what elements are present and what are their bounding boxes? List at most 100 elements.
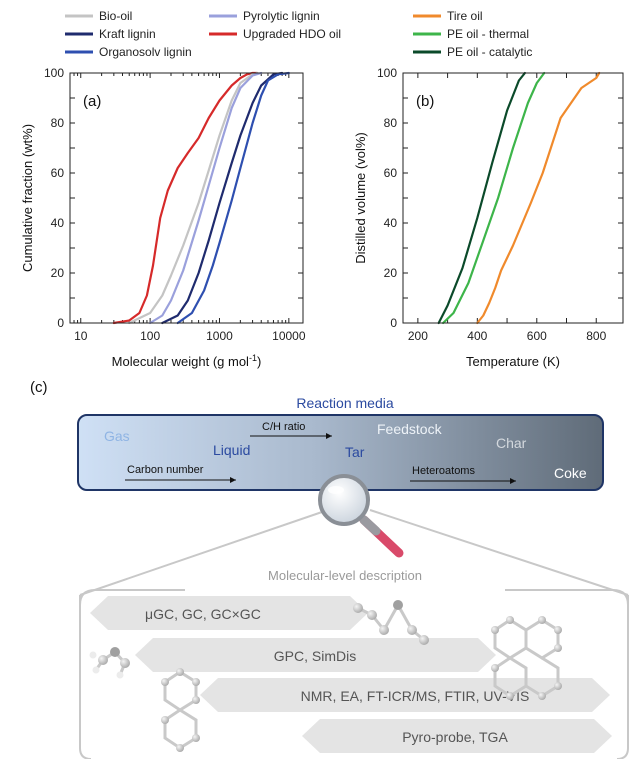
polycyclic-molecule-icon — [491, 616, 562, 700]
plot-frame — [69, 72, 304, 324]
heteroatoms-arrow: Heteroatoms — [410, 465, 516, 484]
y-tick-label: 80 — [384, 116, 398, 130]
x-axis-label-text: Temperature (K) — [466, 354, 560, 369]
x-tick-label: 10 — [74, 329, 88, 343]
y-tick-label: 60 — [384, 166, 398, 180]
y-tick-label: 40 — [51, 216, 65, 230]
x-tick-label: 800 — [586, 329, 606, 343]
panel-label: (a) — [83, 93, 101, 110]
legend: Bio-oil Kraft lignin Organosolv lignin P… — [65, 9, 532, 59]
technique-label: GPC, SimDis — [274, 648, 356, 664]
y-tick-label: 80 — [51, 116, 65, 130]
chart-panel-b: 200 400 600 800 0 20 40 60 80 100 (b) Temperature (… — [353, 66, 624, 369]
x-tick-label: 600 — [527, 329, 547, 343]
legend-label: Upgraded HDO oil — [243, 27, 341, 41]
y-axis-label: Distilled volume (vol%) — [353, 132, 368, 263]
banner-shape — [302, 719, 612, 753]
legend-label: Kraft lignin — [99, 27, 156, 41]
y-tick-label: 0 — [390, 316, 397, 330]
banner-shape — [135, 638, 496, 672]
x-axis-label-tail: ) — [257, 354, 261, 369]
term-tar: Tar — [345, 444, 365, 460]
x-tick-label: 100 — [140, 329, 160, 343]
y-tick-label: 20 — [384, 266, 398, 280]
y-tick-label: 0 — [57, 316, 64, 330]
arrow-head-icon — [510, 478, 516, 484]
carbon-number-label: Carbon number — [127, 464, 204, 476]
legend-label: PE oil - thermal — [447, 27, 529, 41]
ch-ratio-arrow: C/H ratio — [250, 421, 332, 439]
term-char: Char — [496, 435, 527, 451]
aromatic-molecule-icon — [161, 668, 200, 752]
legend-item-bio-oil: Bio-oil — [65, 9, 132, 23]
zoom-cone-left-line — [79, 511, 323, 596]
term-coke: Coke — [554, 465, 587, 481]
legend-label: Bio-oil — [99, 9, 132, 23]
x-tick-label: 200 — [408, 329, 428, 343]
molecular-level-title: Molecular-level description — [268, 568, 422, 583]
series-line-kraft-lignin — [161, 71, 284, 325]
chart-panel-a: 10 100 1000 10000 0 20 40 60 80 100 (a) Molecular w… — [20, 66, 306, 369]
small-molecule-icon — [89, 647, 130, 679]
series-line-upgraded-hdo-oil — [112, 71, 259, 325]
x-axis-label-text: Molecular weight (g mol — [112, 354, 249, 369]
technique-label: NMR, EA, FT-ICR/MS, FTIR, UV-VIS — [301, 688, 530, 704]
x-axis-label-superscript: -1 — [249, 353, 257, 363]
legend-label: PE oil - catalytic — [447, 45, 532, 59]
y-tick-label: 20 — [51, 266, 65, 280]
ch-ratio-label: C/H ratio — [262, 421, 305, 433]
y-axis-label: Cumulative fraction (wt%) — [20, 124, 35, 272]
legend-item-kraft-lignin: Kraft lignin — [65, 27, 156, 41]
description-box-sides — [79, 595, 629, 748]
arrow-head-icon — [230, 477, 236, 483]
x-axis-label: Molecular weight (g mol-1) — [112, 353, 262, 369]
legend-item-organosolv-lignin: Organosolv lignin — [65, 45, 192, 59]
term-feedstock: Feedstock — [377, 421, 443, 437]
legend-item-pe-oil-catalytic: PE oil - catalytic — [413, 45, 532, 59]
banner-shape — [200, 678, 610, 712]
term-liquid: Liquid — [213, 442, 250, 458]
carbon-number-arrow: Carbon number — [125, 464, 236, 483]
y-tick-label: 100 — [44, 66, 64, 80]
legend-item-pyrolytic-lignin: Pyrolytic lignin — [209, 9, 320, 23]
reaction-media-title: Reaction media — [296, 395, 393, 411]
series-line-tire-oil — [476, 71, 601, 325]
technique-label: Pyro-probe, TGA — [402, 729, 508, 745]
y-tick-label: 100 — [377, 66, 397, 80]
description-box-top — [79, 589, 629, 606]
y-tick-label: 60 — [51, 166, 65, 180]
panel-label: (b) — [416, 93, 434, 110]
legend-item-upgraded-hdo-oil: Upgraded HDO oil — [209, 27, 341, 41]
legend-label: Pyrolytic lignin — [243, 9, 320, 23]
magnifier-icon — [318, 474, 404, 558]
technique-banner-1: μGC, GC, GC×GC — [90, 596, 368, 630]
series-line-pe-oil-catalytic — [437, 71, 527, 325]
technique-label: μGC, GC, GC×GC — [145, 606, 261, 622]
legend-label: Tire oil — [447, 9, 483, 23]
x-tick-label: 10000 — [272, 329, 306, 343]
legend-item-tire-oil: Tire oil — [413, 9, 483, 23]
y-tick-label: 40 — [384, 216, 398, 230]
zoom-cone-right-line — [369, 509, 629, 596]
series-line-bio-oil — [128, 71, 259, 325]
technique-banner-2: GPC, SimDis — [135, 638, 496, 672]
legend-item-pe-oil-thermal: PE oil - thermal — [413, 27, 529, 41]
term-gas: Gas — [104, 428, 130, 444]
banner-shape — [90, 596, 368, 630]
x-axis-label: Temperature (K) — [466, 354, 560, 369]
chain-molecule-icon — [353, 600, 429, 645]
arrow-head-icon — [326, 433, 332, 439]
plot-frame — [402, 72, 624, 324]
series-line-organosolv-lignin — [176, 71, 290, 325]
x-tick-label: 400 — [467, 329, 487, 343]
series-line-pyrolytic-lignin — [149, 71, 263, 325]
x-tick-label: 1000 — [206, 329, 233, 343]
series-line-pe-oil-thermal — [442, 71, 546, 325]
technique-banner-3: NMR, EA, FT-ICR/MS, FTIR, UV-VIS — [200, 678, 610, 712]
diagram-panel-c: (c) Reaction media Gas Liquid Tar Feedst… — [30, 379, 629, 759]
technique-banner-4: Pyro-probe, TGA — [302, 719, 612, 753]
legend-label: Organosolv lignin — [99, 45, 192, 59]
heteroatoms-label: Heteroatoms — [412, 465, 475, 477]
panel-label-c: (c) — [30, 379, 48, 396]
